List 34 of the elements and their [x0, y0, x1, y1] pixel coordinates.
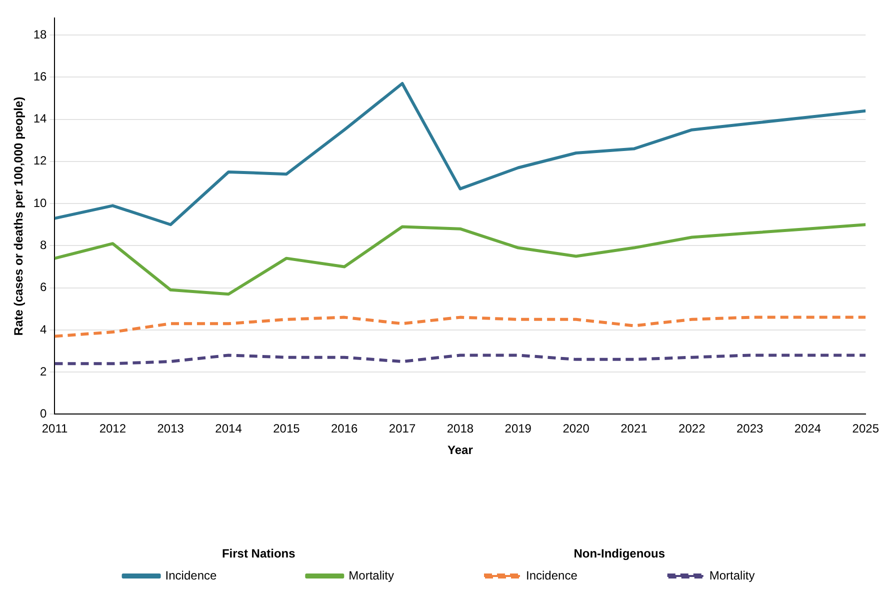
y-tick-label: 6 — [40, 280, 48, 294]
text: Non-Indigenous — [574, 546, 666, 560]
y-tick-label: 18 — [33, 27, 48, 42]
x-tick-label: 2024 — [794, 422, 822, 436]
legend-label: Mortality — [709, 568, 755, 582]
x-tick-label: 2020 — [562, 422, 590, 436]
line-series — [54, 354, 866, 366]
y-tick-label: 12 — [33, 154, 48, 168]
y-tick-label: 10 — [33, 196, 48, 210]
y-axis-title: Rate (cases or deaths per 100,000 people) — [12, 96, 26, 336]
x-tick-label: 2019 — [504, 422, 532, 436]
x-tick-label: 2014 — [215, 422, 242, 436]
x-tick-label: 2021 — [620, 422, 648, 436]
text: First Nations — [222, 546, 296, 560]
y-tick-label: 0 — [40, 406, 48, 421]
x-axis-title: Year — [448, 443, 474, 458]
y-tick-label: 8 — [40, 238, 48, 252]
y-tick-label: 2 — [40, 364, 48, 378]
x-tick-label: 2013 — [157, 422, 184, 436]
y-tick-label: 14 — [33, 112, 48, 126]
legend-label: Incidence — [526, 568, 578, 582]
legend-label: Mortality — [348, 568, 394, 582]
y-tick-label: 16 — [33, 69, 48, 84]
x-tick-label: 2022 — [678, 422, 706, 436]
y-tick-label: 4 — [40, 322, 48, 336]
x-tick-label: 2023 — [736, 422, 764, 436]
x-tick-label: 2012 — [99, 422, 126, 436]
legend-label: Incidence — [165, 568, 217, 582]
x-tick-label: 2016 — [331, 422, 358, 436]
x-tick-label: 2015 — [273, 422, 300, 436]
x-tick-label: 2018 — [446, 422, 474, 436]
x-tick-label: 2025 — [852, 422, 880, 436]
x-tick-label: 2011 — [42, 422, 68, 436]
x-tick-label: 2017 — [388, 422, 416, 436]
